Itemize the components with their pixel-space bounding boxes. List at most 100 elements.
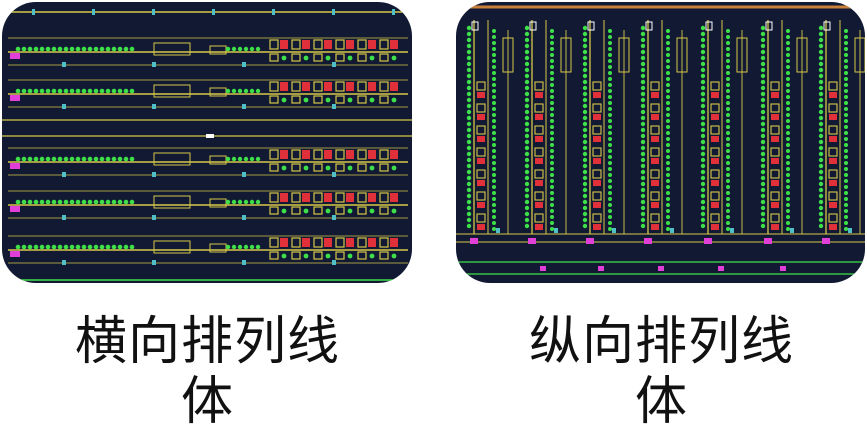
station-dot — [640, 25, 646, 31]
station-dot — [492, 143, 496, 147]
station-dot — [726, 137, 730, 141]
machine-unit — [313, 251, 323, 260]
machine-unit — [335, 39, 345, 50]
station-dot — [466, 175, 472, 181]
station-dot — [582, 127, 588, 133]
machine-unit-red — [593, 158, 601, 164]
station-dot — [640, 193, 646, 199]
machine-box — [153, 84, 191, 98]
station-dot — [666, 203, 670, 207]
station-dot — [760, 169, 766, 175]
station-dot — [524, 145, 530, 151]
station-dot — [492, 197, 496, 201]
station-dot — [550, 71, 554, 75]
station-dot — [608, 221, 612, 225]
column-marker — [670, 228, 674, 233]
station-dot — [524, 103, 530, 109]
station-dot — [123, 199, 129, 205]
station-dot — [786, 113, 790, 117]
station-dot — [760, 139, 766, 145]
station-dot — [844, 167, 848, 171]
station-dot — [700, 61, 706, 67]
station-dot — [844, 95, 848, 99]
column-marker — [62, 260, 66, 265]
station-dot — [844, 53, 848, 57]
station-dot — [818, 127, 824, 133]
station-dot — [582, 37, 588, 43]
station-dot — [700, 145, 706, 151]
station-dot — [640, 217, 646, 223]
bottom-marker — [598, 266, 604, 271]
machine-unit-red — [535, 202, 543, 208]
station-dot — [726, 161, 730, 165]
station-dot — [608, 227, 612, 231]
machine-unit-red — [771, 202, 779, 208]
machine-box — [153, 42, 191, 56]
machine-unit-red — [771, 180, 779, 186]
machine-unit-red — [368, 150, 376, 159]
machine-unit-red — [324, 40, 332, 49]
station-dot — [608, 53, 612, 57]
station-dot — [844, 215, 848, 219]
station-dot — [760, 133, 766, 139]
machine-unit — [335, 237, 345, 248]
station-dot — [582, 163, 588, 169]
machine-unit — [357, 95, 367, 104]
station-dot — [760, 151, 766, 157]
station-dot — [243, 199, 249, 205]
machine-unit-red — [302, 150, 310, 159]
station-dot — [640, 157, 646, 163]
column-marker — [496, 228, 500, 233]
machine-unit-red — [324, 193, 332, 202]
machine-unit-red — [829, 202, 837, 208]
station-dot — [760, 109, 766, 115]
station-dot — [492, 125, 496, 129]
station-dot — [111, 156, 117, 162]
station-dot — [844, 131, 848, 135]
station-dot — [492, 41, 496, 45]
station-dot — [75, 244, 81, 250]
station-dot — [666, 35, 670, 39]
station-dot — [39, 199, 45, 205]
station-dot — [325, 165, 331, 171]
station-dot — [550, 197, 554, 201]
machine-unit-red — [651, 92, 659, 98]
station-dot — [818, 91, 824, 97]
station-dot — [87, 156, 93, 162]
machine-unit — [335, 206, 345, 215]
station-dot — [818, 139, 824, 145]
station-dot — [255, 199, 261, 205]
station-dot — [640, 187, 646, 193]
station-dot — [466, 61, 472, 67]
machine-unit — [650, 191, 660, 201]
station-dot — [87, 88, 93, 94]
station-dot — [726, 203, 730, 207]
machine-unit — [534, 81, 544, 91]
machine-unit-red — [771, 114, 779, 120]
station-dot — [608, 149, 612, 153]
station-dot — [786, 125, 790, 129]
station-dot — [726, 149, 730, 153]
station-dot — [818, 169, 824, 175]
station-dot — [760, 103, 766, 109]
station-dot — [760, 67, 766, 73]
station-dot — [75, 46, 81, 52]
station-dot — [700, 163, 706, 169]
station-dot — [582, 157, 588, 163]
station-dot — [129, 46, 135, 52]
station-dot — [111, 88, 117, 94]
station-dot — [844, 143, 848, 147]
station-dot — [760, 193, 766, 199]
station-dot — [75, 199, 81, 205]
column-head — [471, 21, 479, 31]
machine-unit — [335, 81, 345, 92]
column-marker — [272, 9, 275, 15]
station-dot — [243, 156, 249, 162]
machine-unit-red — [651, 114, 659, 120]
station-dot — [640, 61, 646, 67]
station-dot — [818, 175, 824, 181]
station-dot — [466, 139, 472, 145]
station-dot — [582, 91, 588, 97]
station-dot — [786, 95, 790, 99]
station-dot — [760, 163, 766, 169]
